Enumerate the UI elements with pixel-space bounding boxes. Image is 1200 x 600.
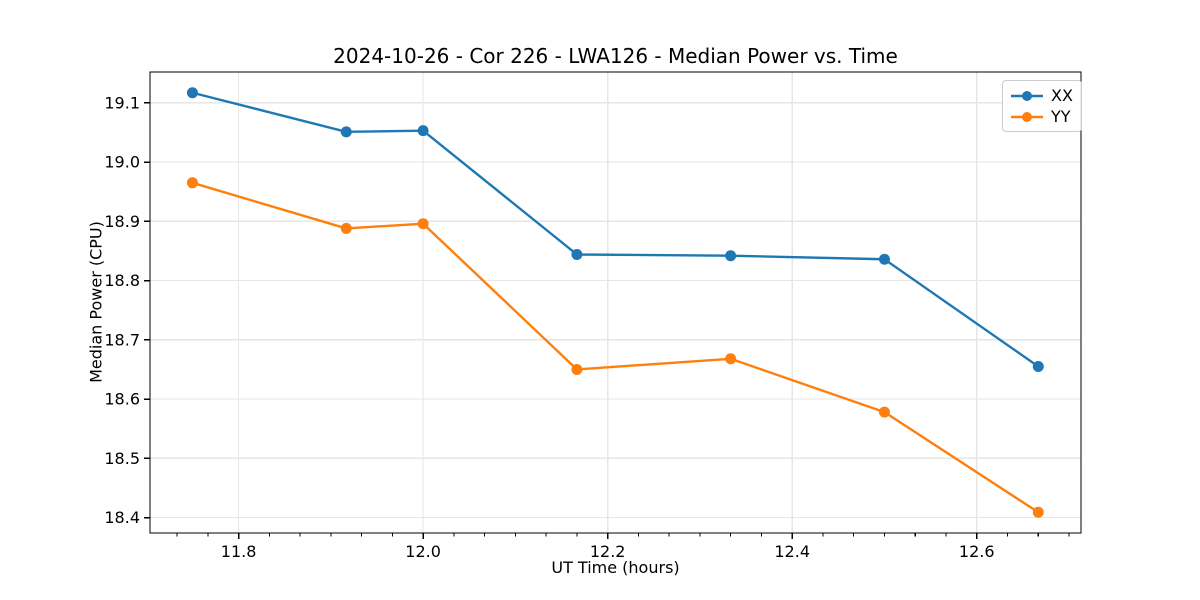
y-tick-label: 18.7 [104, 330, 140, 349]
x-axis-label: UT Time (hours) [551, 558, 680, 577]
data-point-XX [340, 126, 352, 138]
x-tick-label: 12.0 [405, 542, 441, 561]
data-point-XX [878, 253, 890, 265]
x-tick-label: 12.2 [590, 542, 626, 561]
data-point-XX [417, 125, 429, 137]
series-line-YY [191, 181, 1040, 514]
legend-label: YY [1051, 107, 1071, 126]
plot-frame [149, 71, 1082, 534]
x-tick-label: 12.6 [959, 542, 995, 561]
data-point-YY [186, 177, 198, 189]
data-point-YY [340, 222, 352, 234]
chart-title: 2024-10-26 - Cor 226 - LWA126 - Median P… [333, 44, 898, 68]
data-point-XX [725, 250, 737, 262]
y-tick-label: 18.9 [104, 212, 140, 231]
series-line-XX [191, 91, 1040, 368]
legend-item-YY: YY [1010, 106, 1073, 127]
data-point-YY [571, 363, 583, 375]
legend-label: XX [1051, 86, 1073, 105]
data-point-XX [186, 87, 198, 99]
legend-swatch-XX [1011, 90, 1043, 101]
legend: XX YY [1002, 80, 1082, 132]
x-tick-label: 12.4 [774, 542, 810, 561]
data-point-YY [878, 406, 890, 418]
x-tick-label: 11.8 [221, 542, 257, 561]
y-tick-label: 18.5 [104, 449, 140, 468]
data-point-YY [417, 218, 429, 230]
y-tick-label: 19.1 [104, 93, 140, 112]
data-point-YY [1032, 506, 1044, 518]
data-point-XX [571, 249, 583, 261]
y-tick-label: 18.8 [104, 271, 140, 290]
legend-swatch-YY [1011, 111, 1043, 122]
y-tick-label: 19.0 [104, 153, 140, 172]
data-point-YY [725, 353, 737, 365]
y-tick-label: 18.4 [104, 508, 140, 527]
y-tick-label: 18.6 [104, 390, 140, 409]
data-point-XX [1032, 360, 1044, 372]
legend-item-XX: XX [1010, 85, 1073, 106]
